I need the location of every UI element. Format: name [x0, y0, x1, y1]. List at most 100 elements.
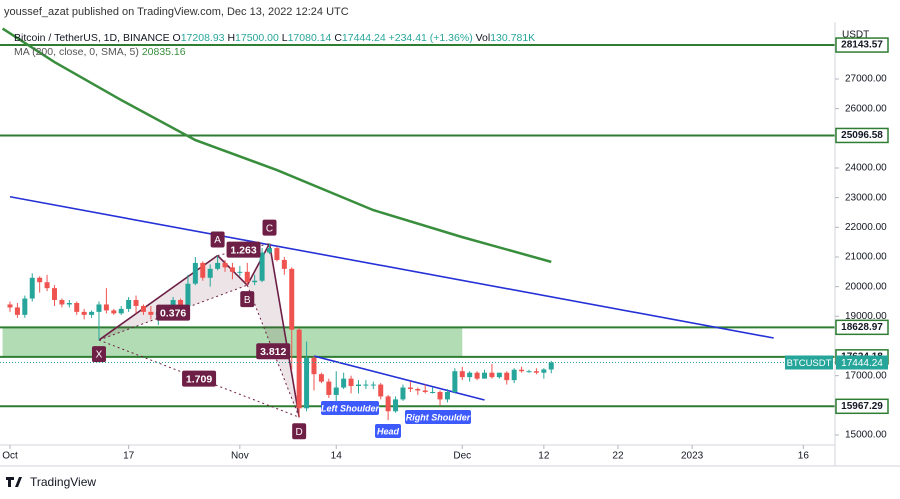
candle-body — [289, 268, 295, 330]
harmonic-ratio-line — [98, 339, 300, 418]
harmonic-triangle — [247, 243, 300, 418]
candle-body — [14, 307, 20, 315]
candle-body — [148, 311, 154, 315]
hs-label-box — [375, 424, 401, 438]
candle-body — [126, 300, 132, 309]
legend-key: C — [334, 32, 342, 44]
candle-body — [81, 311, 87, 315]
y-tick-label: 24000.00 — [845, 163, 887, 174]
ratio-box — [182, 370, 217, 387]
candle-body — [7, 304, 13, 308]
candle-body — [355, 384, 361, 387]
candle-body — [200, 262, 206, 278]
x-tick-label: Nov — [231, 451, 249, 462]
candle-body — [489, 372, 495, 378]
x-tick-label: 22 — [612, 451, 624, 462]
candle-body — [252, 280, 258, 283]
y-tick-label: 20000.00 — [845, 281, 887, 292]
candle-body — [311, 357, 317, 375]
harmonic-leg — [246, 243, 271, 286]
y-tick-label: 15000.00 — [845, 430, 887, 441]
candle-body — [333, 387, 339, 395]
legend-value: 17444.24 — [342, 32, 386, 44]
candle-body — [267, 248, 273, 253]
candle-body — [326, 381, 332, 395]
candle-body — [118, 308, 124, 314]
candle-body — [229, 267, 235, 272]
hs-label-box — [321, 401, 379, 415]
candle-body — [363, 384, 369, 386]
level-price-label: 15967.29 — [841, 401, 883, 412]
candle-body — [430, 391, 436, 393]
candle-body — [281, 259, 287, 269]
footer-brand: TradingView — [30, 475, 96, 489]
candle-body — [237, 271, 243, 273]
candle-body — [533, 371, 539, 373]
pattern-point-box — [210, 231, 225, 248]
legend-value: 17080.14 — [288, 32, 332, 44]
ratio-label: 0.376 — [160, 307, 186, 319]
candle-body — [140, 305, 146, 312]
candle-body — [415, 389, 421, 391]
candle-body — [541, 369, 547, 373]
candle-body — [304, 357, 310, 409]
publish-header: youssef_azat published on TradingView.co… — [4, 6, 349, 18]
candle-body — [222, 262, 228, 268]
trendline — [9, 195, 774, 339]
candle-body — [29, 277, 35, 299]
legend-change: +234.41 (+1.36%) — [389, 32, 473, 44]
candle-body — [59, 300, 65, 305]
trendline — [313, 355, 485, 401]
level-price-label: 28143.57 — [841, 40, 883, 51]
pattern-point-label: C — [266, 223, 273, 234]
x-tick-label: Dec — [453, 451, 471, 462]
candle-body — [437, 391, 443, 400]
candle-body — [378, 384, 384, 397]
candle-body — [178, 300, 184, 306]
hs-label: Right Shoulder — [406, 412, 471, 422]
y-tick-label: 23000.00 — [845, 192, 887, 203]
pattern-point-box — [262, 219, 277, 236]
candle-body — [385, 396, 391, 412]
harmonic-ratio-line — [98, 284, 248, 341]
hs-label: Left Shoulder — [321, 403, 379, 413]
symbol-tag: BTCUSDT — [787, 358, 832, 369]
ratio-label: 1.263 — [230, 244, 256, 256]
candle-body — [474, 372, 480, 379]
candle-body — [192, 262, 198, 284]
y-tick-label: 17000.00 — [845, 370, 887, 381]
candle-body — [215, 262, 221, 269]
candle-body — [370, 384, 376, 386]
x-tick-label: 16 — [798, 451, 810, 462]
legend-volume: 130.781K — [490, 32, 535, 44]
candle-body — [452, 371, 458, 392]
pattern-point-label: A — [214, 235, 221, 246]
candle-body — [526, 371, 532, 373]
tradingview-logo — [6, 477, 22, 487]
candle-body — [37, 277, 43, 283]
y-tick-label: 26000.00 — [845, 103, 887, 114]
candle-body — [459, 371, 465, 378]
level-price-box — [835, 127, 889, 144]
ma-legend-name: MA (200, close, 0, SMA, 5) — [14, 46, 139, 58]
candle-body — [444, 391, 450, 400]
level-price-box — [835, 37, 889, 53]
legend-key: O — [173, 32, 181, 44]
candle-body — [207, 268, 213, 278]
ma-legend-value: 20835.16 — [142, 46, 186, 58]
x-tick-label: 17 — [123, 451, 135, 462]
harmonic-leg — [268, 243, 300, 418]
legend-value: 17208.93 — [181, 32, 225, 44]
candle-body — [44, 282, 50, 289]
candle-body — [482, 372, 488, 379]
candle-body — [89, 311, 95, 315]
pattern-point-label: D — [296, 427, 303, 438]
candle-body — [296, 329, 302, 409]
candle-body — [318, 374, 324, 382]
axis-unit: USDT — [842, 30, 869, 41]
candle-body — [400, 387, 406, 400]
level-price-label: 18628.97 — [841, 322, 883, 333]
candle-body — [393, 399, 399, 412]
y-tick-label: 22000.00 — [845, 222, 887, 233]
